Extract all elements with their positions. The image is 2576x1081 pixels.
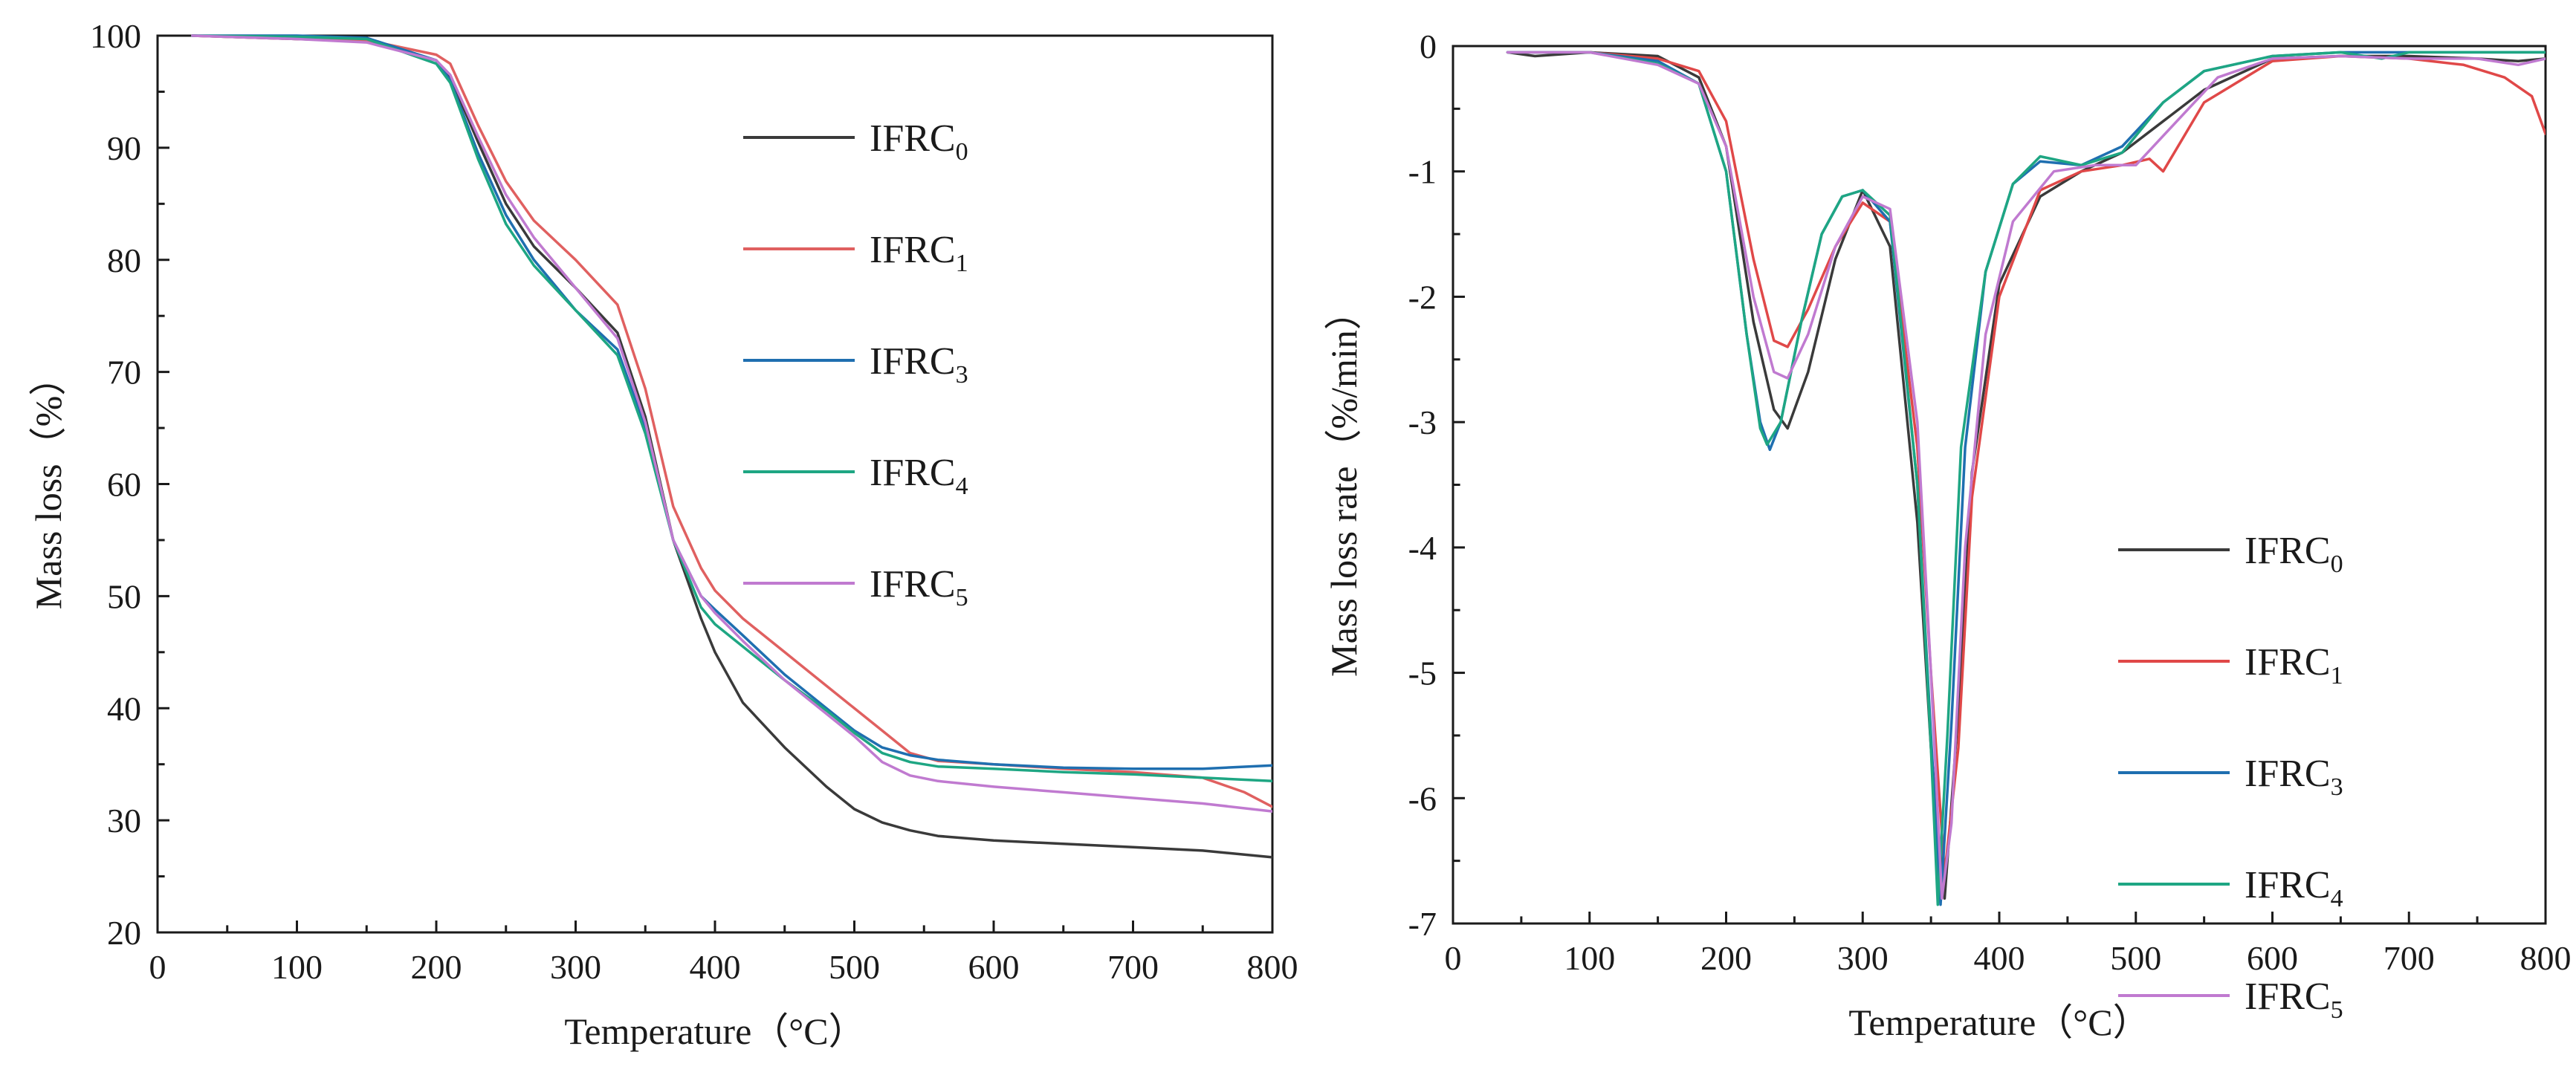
- x-tick-label: 200: [1700, 939, 1752, 977]
- legend-label-ifrc4: IFRC4: [870, 452, 968, 500]
- series-line-ifrc4: [191, 34, 1272, 783]
- y-tick-label: 90: [107, 129, 141, 167]
- series-line-ifrc0: [1506, 51, 2546, 900]
- mass-loss-chart: 0 100 200 300 400 500 600 700 800 20 30 40 50 60 70 80 9…: [27, 17, 1298, 1052]
- series-line-ifrc1: [191, 34, 1272, 808]
- x-tick-label: 400: [690, 948, 741, 986]
- y-tick-label: 40: [107, 689, 141, 727]
- x-tick-label: 200: [411, 948, 462, 986]
- x-tick-label: 600: [2247, 939, 2298, 977]
- y-tick-label: -7: [1408, 905, 1437, 943]
- x-tick-label: 700: [2384, 939, 2435, 977]
- x-axis-title: Temperature（°C）: [1848, 1002, 2149, 1043]
- x-tick-label: 700: [1107, 948, 1159, 986]
- x-tick-label: 400: [1974, 939, 2025, 977]
- y-tick-label: 20: [107, 914, 141, 952]
- legend-label-ifrc1: IFRC1: [870, 229, 968, 277]
- y-tick-label: -6: [1408, 779, 1437, 817]
- series-line-ifrc0: [191, 34, 1272, 859]
- legend-label-ifrc5: IFRC5: [2245, 976, 2343, 1024]
- series-line-ifrc1: [1506, 51, 2546, 875]
- plot-frame: [1452, 45, 2547, 925]
- legend: IFRC0 IFRC1 IFRC3 IFRC4 IFRC5: [743, 117, 968, 611]
- x-tick-label: 100: [271, 948, 323, 986]
- series-line-ifrc3: [1506, 51, 2546, 906]
- y-tick-label: -3: [1408, 403, 1437, 441]
- y-tick-label: 80: [107, 241, 141, 279]
- legend-label-ifrc3: IFRC3: [2245, 753, 2343, 801]
- y-axis-title: Mass loss rate（%/min）: [1323, 293, 1365, 677]
- x-tick-label: 500: [829, 948, 880, 986]
- y-tick-label: 30: [107, 802, 141, 840]
- y-tick-label: 60: [107, 466, 141, 504]
- y-axis-title: Mass loss（%）: [27, 359, 69, 610]
- legend-label-ifrc4: IFRC4: [2245, 864, 2343, 912]
- series-line-ifrc5: [191, 34, 1272, 813]
- x-tick-label: 500: [2110, 939, 2161, 977]
- series-line-ifrc3: [191, 34, 1272, 770]
- series-line-ifrc5: [1506, 51, 2546, 900]
- legend-label-ifrc3: IFRC3: [870, 340, 968, 389]
- legend-label-ifrc5: IFRC5: [870, 563, 968, 611]
- x-tick-label: 100: [1564, 939, 1615, 977]
- legend: IFRC0 IFRC1 IFRC3 IFRC4 IFRC5: [2118, 530, 2343, 1024]
- x-tick-label: 800: [1247, 948, 1298, 986]
- x-axis-title: Temperature（°C）: [564, 1010, 865, 1052]
- x-tick-label: 0: [1445, 939, 1462, 977]
- x-tick-label: 300: [1837, 939, 1889, 977]
- legend-label-ifrc1: IFRC1: [2245, 641, 2343, 689]
- series-group: [1506, 51, 2546, 906]
- series-line-ifrc4: [1506, 51, 2546, 906]
- x-tick-label: 0: [149, 948, 166, 986]
- y-tick-label: -2: [1408, 278, 1437, 316]
- x-tick-label: 600: [968, 948, 1020, 986]
- y-tick-label: -5: [1408, 655, 1437, 692]
- y-tick-label: 50: [107, 577, 141, 615]
- x-tick-label: 800: [2520, 939, 2572, 977]
- plot-frame: [156, 34, 1274, 934]
- legend-label-ifrc0: IFRC0: [2245, 530, 2343, 578]
- legend-label-ifrc0: IFRC0: [870, 117, 968, 166]
- y-tick-label: 100: [90, 17, 141, 55]
- mass-loss-rate-chart: 0 100 200 300 400 500 600 700 800 -7 -6 -5 -4 -3 -2 -1 0…: [1323, 27, 2572, 1043]
- y-tick-label: 0: [1420, 27, 1437, 65]
- y-tick-label: -1: [1408, 153, 1437, 191]
- y-tick-label: 70: [107, 354, 141, 392]
- y-tick-label: -4: [1408, 529, 1437, 567]
- x-tick-label: 300: [550, 948, 601, 986]
- series-group: [191, 34, 1272, 859]
